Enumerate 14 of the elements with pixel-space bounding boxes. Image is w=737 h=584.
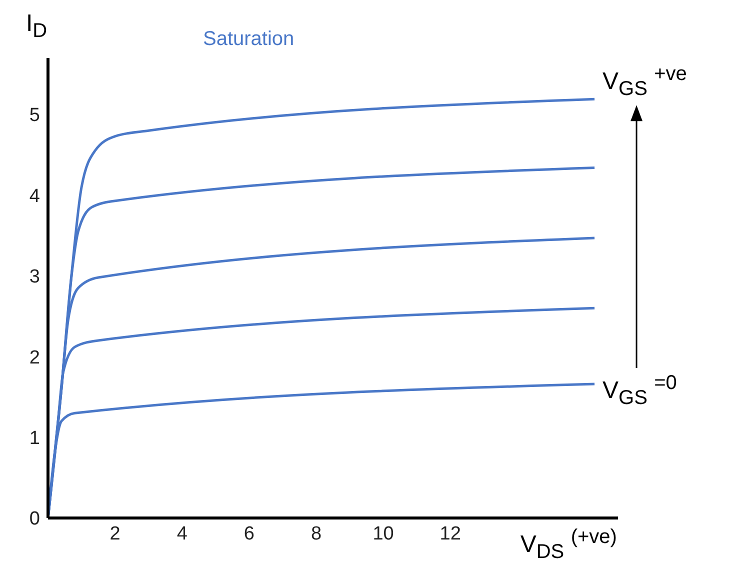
y-axis-title: I$_{D}$ [26, 10, 48, 43]
x-tick-label: 8 [310, 523, 322, 544]
y-tick-label: 3 [29, 266, 40, 288]
y-tick-label: 0 [29, 508, 40, 530]
x-tick-label: 4 [176, 523, 188, 544]
x-tick-label: 10 [372, 523, 394, 544]
x-tick-label: 6 [244, 523, 254, 544]
y-tick-label: 2 [29, 347, 40, 368]
text: Saturation [203, 28, 294, 51]
x-tick-label: 12 [440, 523, 461, 544]
x-tick-label: 2 [110, 523, 120, 544]
y-tick-label: 5 [29, 105, 40, 126]
y-tick-label: 4 [29, 186, 40, 207]
y-tick-label: 1 [29, 428, 40, 450]
